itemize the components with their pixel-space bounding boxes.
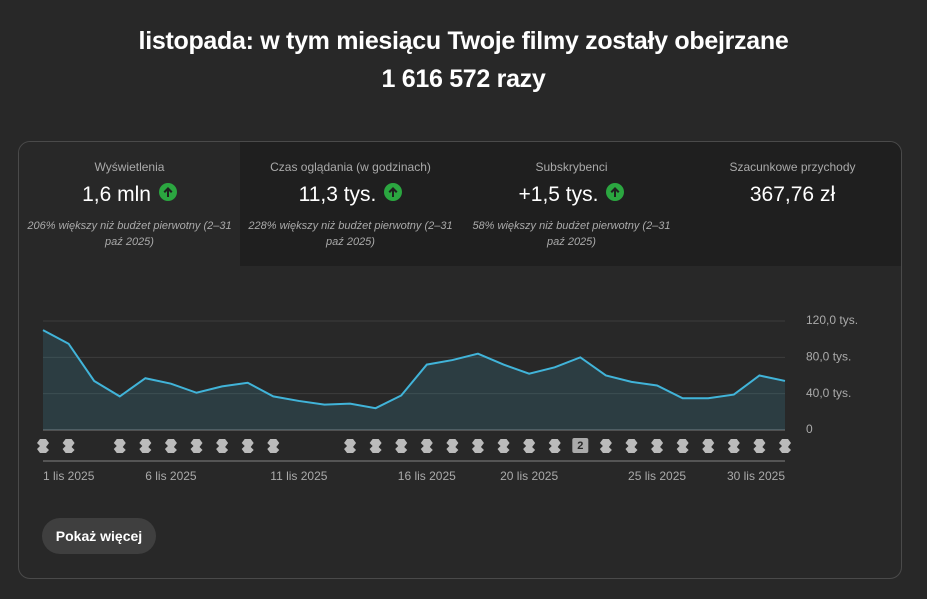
shorts-icon <box>190 439 203 453</box>
metric-label: Szacunkowe przychody <box>729 160 856 174</box>
title: listopada: w tym miesiącu Twoje filmy zo… <box>138 27 789 55</box>
metric-value-row: +1,5 tys. <box>461 182 682 208</box>
x-tick-label: 6 lis 2025 <box>145 469 197 483</box>
shorts-icon <box>625 439 638 453</box>
x-tick-label: 16 lis 2025 <box>398 469 456 483</box>
shorts-icon <box>37 439 49 453</box>
shorts-icon <box>497 439 510 453</box>
metric-label: Subskrybenci <box>535 160 608 174</box>
y-tick-label: 80,0 tys. <box>806 350 851 364</box>
shorts-icon <box>446 439 459 453</box>
up-arrow-icon <box>384 183 403 207</box>
shorts-icon <box>369 439 382 453</box>
metric-tab[interactable]: Czas oglądania (w godzinach) 11,3 tys. 228… <box>240 142 461 266</box>
shorts-icon <box>216 439 229 453</box>
metric-note: 228% większy niż budżet pierwotny (2–31 … <box>248 220 453 248</box>
metric-value-row: 11,3 tys. <box>240 182 461 208</box>
up-arrow-icon <box>158 183 177 207</box>
metric-value: 1,6 mln <box>82 183 151 206</box>
metric-label: Czas oglądania (w godzinach) <box>270 160 431 174</box>
shorts-icon <box>779 439 791 453</box>
shorts-icon <box>113 439 126 453</box>
show-more-button[interactable]: Pokaż więcej <box>42 518 156 554</box>
x-tick-label: 20 lis 2025 <box>500 469 558 483</box>
x-tick-label: 1 lis 2025 <box>43 469 95 483</box>
shorts-icon <box>676 439 689 453</box>
shorts-icon <box>344 439 357 453</box>
metric-note: 58% większy niż budżet pierwotny (2–31 p… <box>472 220 671 248</box>
shorts-icon <box>471 439 484 453</box>
metric-tab[interactable]: Wyświetlenia 1,6 mln 206% większy niż budż… <box>19 142 240 266</box>
shorts-icon <box>139 439 152 453</box>
shorts-icon <box>753 439 766 453</box>
y-tick-label: 120,0 tys. <box>806 313 858 327</box>
shorts-icon <box>651 439 664 453</box>
shorts-icon <box>523 439 536 453</box>
x-tick-label: 30 lis 2025 <box>727 469 785 483</box>
x-tick-label: 25 lis 2025 <box>628 469 686 483</box>
shorts-icon <box>420 439 433 453</box>
shorts-icon <box>727 439 740 453</box>
header: listopada: w tym miesiącu Twoje filmy zo… <box>0 22 927 98</box>
metric-label: Wyświetlenia <box>94 160 165 174</box>
metric-tab[interactable]: Subskrybenci +1,5 tys. 58% większy niż bud… <box>461 142 682 266</box>
metric-value-row: 1,6 mln <box>19 182 240 208</box>
line <box>42 329 786 410</box>
shorts-icon <box>548 439 561 453</box>
metric-tab[interactable]: Szacunkowe przychody 367,76 zł <box>682 142 901 266</box>
shorts-icon <box>62 439 75 453</box>
shorts-icon <box>267 439 280 453</box>
card: Wyświetlenia 1,6 mln 206% większy niż budż… <box>18 141 902 579</box>
x-tick-label: 11 lis 2025 <box>270 469 327 483</box>
metric-value: +1,5 tys. <box>518 183 599 206</box>
shorts-icon <box>702 439 715 453</box>
metric-value: 11,3 tys. <box>298 183 377 206</box>
metric-value: 367,76 zł <box>749 183 836 206</box>
y-tick-label: 40,0 tys. <box>806 386 851 400</box>
badge-bg <box>572 438 589 453</box>
badge: 2 <box>577 440 583 452</box>
metric-value-row: 367,76 zł <box>682 182 901 208</box>
shorts-icon <box>599 439 612 453</box>
shorts-icon <box>241 439 254 453</box>
total: 1 616 572 razy <box>381 65 546 93</box>
shorts-icon <box>164 439 177 453</box>
shorts-icon <box>395 439 408 453</box>
y-tick-label: 0 <box>806 422 813 436</box>
metric-note: 206% większy niż budżet pierwotny (2–31 … <box>27 220 232 248</box>
up-arrow-icon <box>606 183 625 207</box>
